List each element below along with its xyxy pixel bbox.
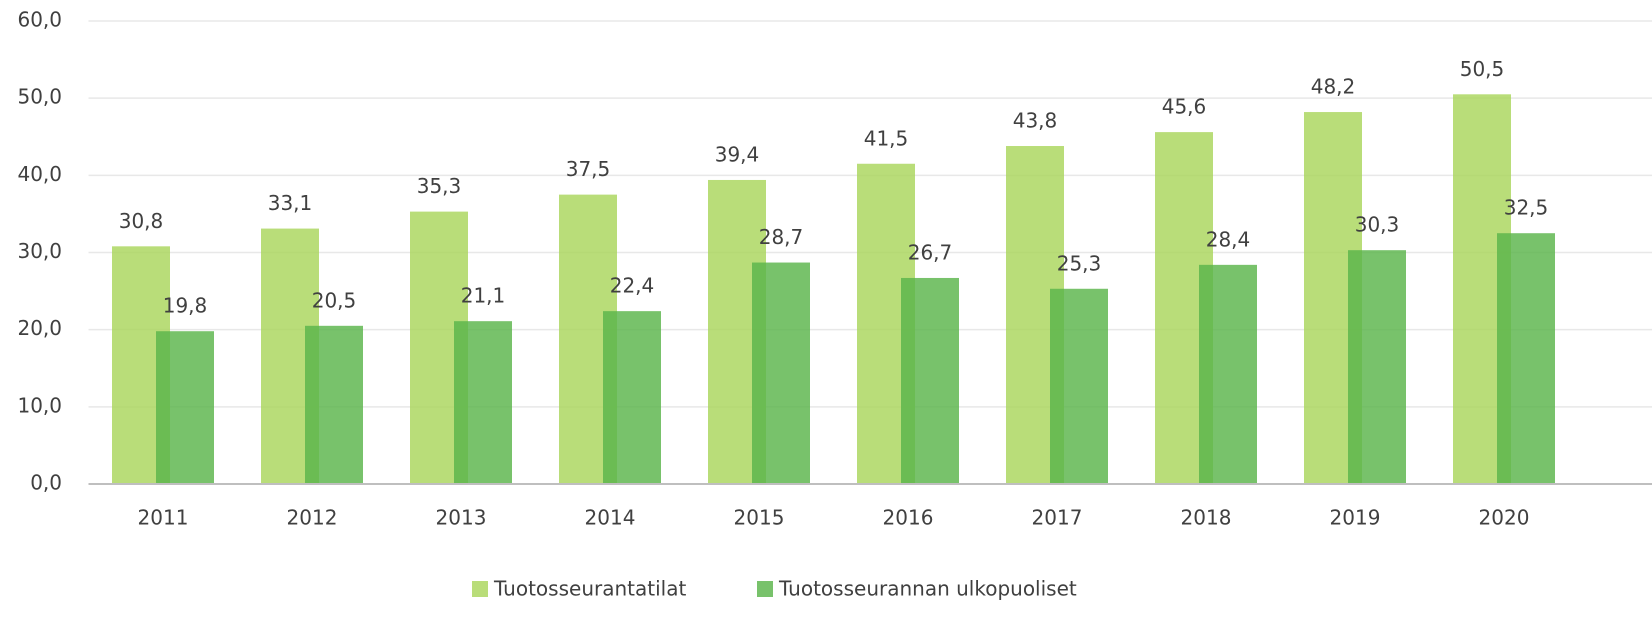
x-tick-label: 2017	[1032, 506, 1083, 530]
bar	[1050, 288, 1108, 484]
bar	[1199, 264, 1257, 484]
bar	[305, 325, 363, 484]
x-tick-label: 2019	[1330, 506, 1381, 530]
x-tick-label: 2013	[436, 506, 487, 530]
data-label: 30,8	[119, 209, 164, 233]
data-label: 21,1	[461, 284, 506, 308]
y-tick-label: 30,0	[17, 239, 62, 263]
legend-swatch	[757, 581, 773, 597]
data-label: 26,7	[908, 240, 953, 264]
x-tick-label: 2011	[138, 506, 189, 530]
data-label: 28,7	[759, 225, 804, 249]
legend-swatch	[472, 581, 488, 597]
data-label: 39,4	[715, 142, 760, 166]
data-label: 43,8	[1013, 109, 1058, 133]
data-label: 35,3	[417, 174, 462, 198]
x-tick-label: 2015	[734, 506, 785, 530]
data-label: 25,3	[1057, 251, 1102, 275]
x-tick-label: 2018	[1181, 506, 1232, 530]
x-tick-label: 2014	[585, 506, 636, 530]
data-label: 41,5	[864, 126, 909, 150]
data-label: 22,4	[610, 274, 655, 298]
data-label: 37,5	[566, 157, 611, 181]
bar	[156, 331, 214, 484]
y-tick-label: 0,0	[30, 471, 62, 495]
data-label: 32,5	[1504, 196, 1549, 220]
y-tick-label: 60,0	[17, 8, 62, 32]
y-tick-label: 40,0	[17, 162, 62, 186]
data-label: 20,5	[312, 288, 357, 312]
bar	[1497, 233, 1555, 484]
data-label: 28,4	[1206, 227, 1251, 251]
bar	[752, 262, 810, 484]
legend-label: Tuotosseurantatilat	[493, 577, 686, 601]
y-tick-label: 20,0	[17, 316, 62, 340]
data-label: 48,2	[1311, 75, 1356, 99]
bar	[603, 311, 661, 484]
data-label: 45,6	[1162, 95, 1207, 119]
y-tick-label: 10,0	[17, 393, 62, 417]
legend-label: Tuotosseurannan ulkopuoliset	[778, 577, 1077, 601]
bar	[1348, 250, 1406, 484]
data-label: 30,3	[1355, 213, 1400, 237]
x-tick-label: 2020	[1479, 506, 1530, 530]
y-tick-label: 50,0	[17, 85, 62, 109]
bar	[901, 277, 959, 484]
data-label: 19,8	[163, 294, 208, 318]
bar	[454, 321, 512, 484]
data-label: 50,5	[1460, 57, 1505, 81]
x-tick-label: 2012	[287, 506, 338, 530]
x-tick-label: 2016	[883, 506, 934, 530]
data-label: 33,1	[268, 191, 313, 215]
